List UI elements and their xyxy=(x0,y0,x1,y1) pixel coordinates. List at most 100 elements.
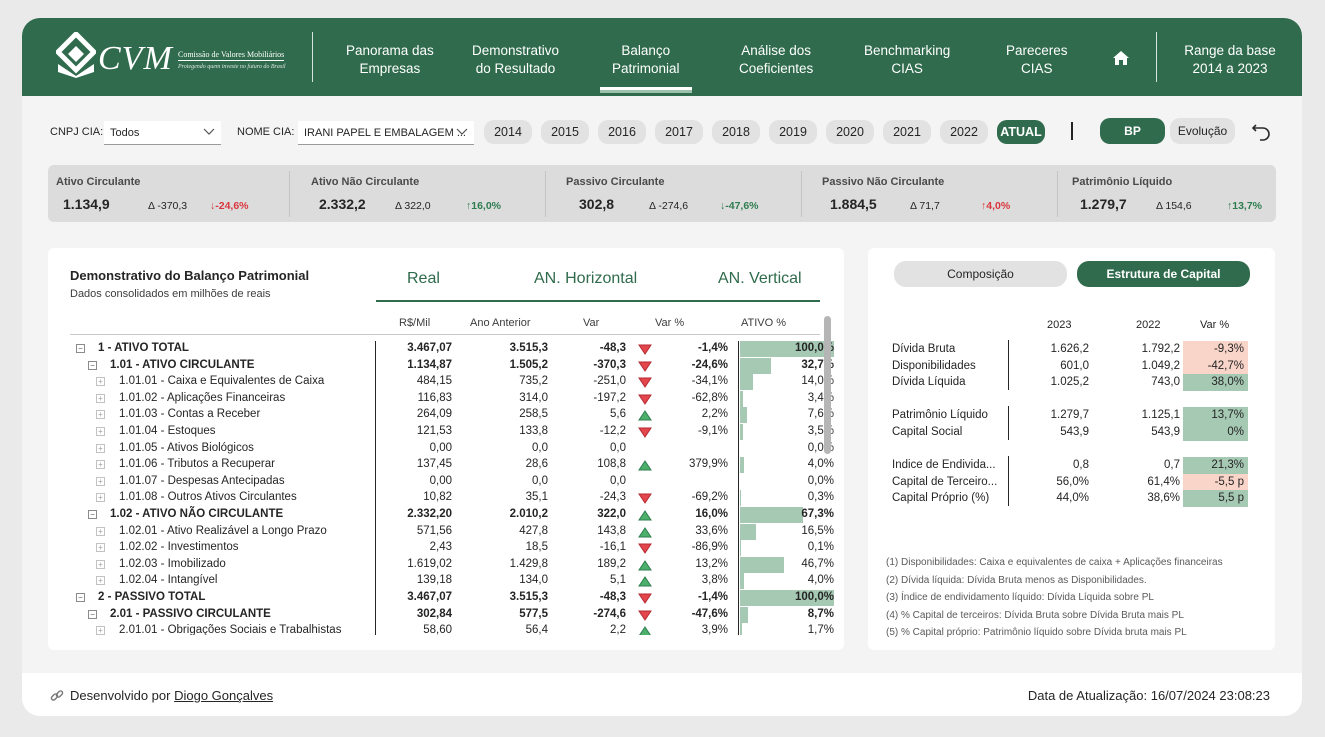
trend-up-icon xyxy=(638,576,652,587)
nav-demonstrativo-resultado[interactable]: Demonstrativo do Resultado xyxy=(472,42,559,78)
expand-icon[interactable]: + xyxy=(96,476,105,486)
collapse-icon[interactable]: − xyxy=(76,344,85,353)
logo-text: CVM xyxy=(98,40,173,77)
cell-real: 3.467,07 xyxy=(407,591,452,603)
year-button-2019[interactable]: 2019 xyxy=(769,120,817,144)
cell-var: -251,0 xyxy=(593,375,626,388)
home-icon[interactable] xyxy=(1112,50,1130,66)
expand-icon[interactable]: + xyxy=(96,427,105,436)
col-header-var-pct[interactable]: Var % xyxy=(655,317,685,329)
table-row[interactable]: − 1.01 - ATIVO CIRCULANTE 1.134,87 1.505,2 -… xyxy=(48,357,844,375)
collapse-icon[interactable]: − xyxy=(88,360,97,370)
year-button-2018[interactable]: 2018 xyxy=(712,120,760,144)
year-button-atual[interactable]: ATUAL xyxy=(997,120,1045,144)
year-button-2021[interactable]: 2021 xyxy=(883,120,931,144)
table-row[interactable]: +1.01.08 - Outros Ativos Circulantes 10,8… xyxy=(48,490,844,507)
table-row[interactable]: +1.02.02 - Investimentos 2,43 18,5 -16,1 -86… xyxy=(48,540,844,557)
kpi-divider xyxy=(1057,171,1058,217)
row-label: 1.01 - ATIVO CIRCULANTE xyxy=(110,358,255,371)
table-row[interactable]: − 1 - ATIVO TOTAL 3.467,07 3.515,3 -48,3 -1,4… xyxy=(48,341,844,358)
collapse-icon[interactable]: − xyxy=(88,609,97,619)
table-row[interactable]: − 2 - PASSIVO TOTAL 3.467,07 3.515,3 -48,3 -1… xyxy=(48,590,844,607)
tab-estrutura-capital[interactable]: Estrutura de Capital xyxy=(1077,261,1250,287)
col-header-ano-anterior[interactable]: Ano Anterior xyxy=(470,317,531,329)
nome-cia-select[interactable]: IRANI PAPEL E EMBALAGEM ... xyxy=(298,121,474,145)
kpi-title: Passivo Circulante xyxy=(566,176,665,188)
kpi-divider xyxy=(289,171,290,217)
table-row[interactable]: +1.02.03 - Imobilizado 1.619,02 1.429,8 189… xyxy=(48,556,844,574)
cell-var-pct: -34,1% xyxy=(691,375,728,388)
table-row[interactable]: +1.02.01 - Ativo Realizável a Longo Praz… xyxy=(48,523,844,541)
cell-var: 322,0 xyxy=(597,508,626,520)
row-label: 2.01.01 - Obrigações Sociais e Trabalhis… xyxy=(119,624,342,635)
nav-analise-coeficientes[interactable]: Análise dos Coeficientes xyxy=(739,42,813,78)
vertical-analysis-bar xyxy=(740,457,744,474)
year-button-2016[interactable]: 2016 xyxy=(598,120,646,144)
reset-filters-icon[interactable] xyxy=(1251,121,1271,141)
col-header-rs-mil[interactable]: R$/Mil xyxy=(399,317,431,329)
table-row[interactable]: +2.01.01 - Obrigações Sociais e Trabalhi… xyxy=(48,623,844,635)
cell-2022: 0,7 xyxy=(1164,459,1180,471)
cell-ano-anterior: 3.515,3 xyxy=(509,342,548,354)
capital-row-label: Índice de Endivida... xyxy=(892,459,996,471)
expand-icon[interactable]: + xyxy=(96,410,105,420)
cell-ano-anterior: 28,6 xyxy=(525,458,548,471)
view-evolucao-button[interactable]: Evolução xyxy=(1170,118,1235,144)
table-row[interactable]: +1.01.04 - Estoques 121,53 133,8 -12,2 -9,1%… xyxy=(48,424,844,441)
table-row[interactable]: +1.01.05 - Ativos Biológicos 0,00 0,0 0,0 0,… xyxy=(48,441,844,458)
year-button-2017[interactable]: 2017 xyxy=(655,120,703,144)
table-row[interactable]: +1.01.07 - Despesas Antecipadas 0,00 0,0 0,… xyxy=(48,474,844,491)
table-row[interactable]: +1.01.01 - Caixa e Equivalentes de Caixa… xyxy=(48,374,844,391)
table-row[interactable]: +1.01.03 - Contas a Receber 264,09 258,5 5,… xyxy=(48,407,844,424)
vertical-analysis-bar xyxy=(740,390,744,407)
table-row[interactable]: +1.01.02 - Aplicações Financeiras 116,83 3… xyxy=(48,390,844,408)
nav-panorama-empresas[interactable]: Panorama das Empresas xyxy=(346,42,434,78)
table-row[interactable]: − 1.02 - ATIVO NÃO CIRCULANTE 2.332,20 2.01… xyxy=(48,507,844,524)
range-line1: Range da base xyxy=(1184,43,1276,58)
cnpj-select[interactable]: Todos xyxy=(104,121,221,145)
expand-icon[interactable]: + xyxy=(96,543,105,553)
nav-benchmarking-cias[interactable]: Benchmarking CIAS xyxy=(864,42,950,78)
row-label: 1.01.01 - Caixa e Equivalentes de Caixa xyxy=(119,375,325,388)
cell-2023: 543,9 xyxy=(1060,426,1089,438)
cell-ativo-pct: 1,7% xyxy=(807,624,834,635)
year-button-2015[interactable]: 2015 xyxy=(541,120,589,144)
year-button-2022[interactable]: 2022 xyxy=(940,120,988,144)
year-button-2020[interactable]: 2020 xyxy=(826,120,874,144)
expand-icon[interactable]: + xyxy=(96,526,105,536)
cvm-logo[interactable]: CVM Comissão de Valores Mobiliários Prot… xyxy=(56,32,296,82)
developer-credit: Desenvolvido por Diogo Gonçalves xyxy=(70,688,273,703)
collapse-icon[interactable]: − xyxy=(76,593,85,602)
row-label: 1.01.08 - Outros Ativos Circulantes xyxy=(119,491,297,504)
nav-divider xyxy=(312,32,313,82)
expand-icon[interactable]: + xyxy=(96,559,105,569)
table-row[interactable]: +1.01.06 - Tributos a Recuperar 137,45 28,… xyxy=(48,457,844,474)
cell-var-pct: 38,0% xyxy=(1183,374,1248,391)
tab-composicao[interactable]: Composição xyxy=(894,261,1067,287)
vertical-scrollbar[interactable] xyxy=(824,316,831,454)
expand-icon[interactable]: + xyxy=(96,493,105,503)
cell-2022: 743,0 xyxy=(1151,376,1180,388)
cell-var-pct: -69,2% xyxy=(691,491,728,504)
nav-balanco-patrimonial[interactable]: Balanço Patrimonial xyxy=(600,42,691,93)
collapse-icon[interactable]: − xyxy=(88,510,97,519)
table-row[interactable]: +1.02.04 - Intangível 139,18 134,0 5,1 3,8% 4… xyxy=(48,573,844,590)
nav-pareceres-cias[interactable]: Pareceres CIAS xyxy=(1006,42,1068,78)
view-bp-button[interactable]: BP xyxy=(1100,118,1165,144)
expand-icon[interactable]: + xyxy=(96,377,105,387)
col-header-var-pct: Var % xyxy=(1200,319,1230,331)
expand-icon[interactable]: + xyxy=(96,576,105,586)
col-header-var[interactable]: Var xyxy=(583,317,600,329)
row-label: 1.01.06 - Tributos a Recuperar xyxy=(119,458,275,471)
expand-icon[interactable]: + xyxy=(96,443,105,453)
table-row[interactable]: − 2.01 - PASSIVO CIRCULANTE 302,84 577,5 -27… xyxy=(48,606,844,624)
expand-icon[interactable]: + xyxy=(96,626,105,635)
year-button-2014[interactable]: 2014 xyxy=(484,120,532,144)
col-header-ativo-pct[interactable]: ATIVO % xyxy=(741,317,787,329)
developer-link[interactable]: Diogo Gonçalves xyxy=(174,688,274,703)
expand-icon[interactable]: + xyxy=(96,393,105,403)
cell-ativo-pct: 100,0% xyxy=(794,591,834,603)
expand-icon[interactable]: + xyxy=(96,460,105,470)
cell-2023: 601,0 xyxy=(1060,360,1089,372)
cell-var-pct: -1,4% xyxy=(697,342,728,354)
